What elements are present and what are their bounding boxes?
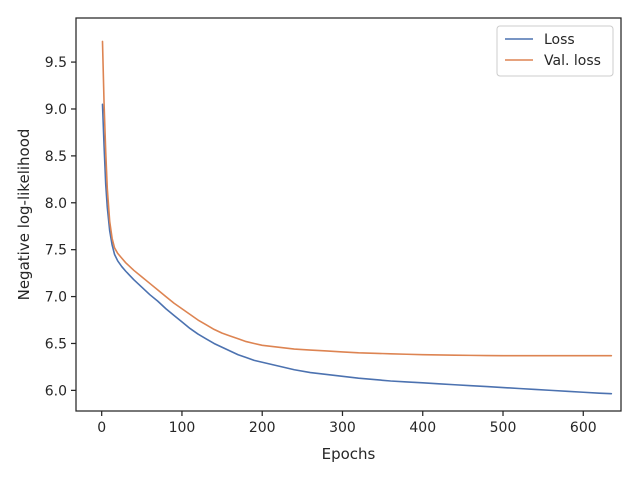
x-tick-label: 100 [169, 420, 196, 436]
series-line-val-loss [101, 40, 613, 357]
x-tick-label: 200 [249, 420, 276, 436]
y-tick-label: 8.5 [45, 149, 67, 165]
y-tick-label: 6.0 [45, 383, 67, 399]
y-tick-label: 8.0 [45, 196, 67, 212]
plot-frame [75, 17, 622, 412]
y-axis: 6.0 6.5 7.0 7.5 8.0 8.5 9.0 9.5 [45, 55, 76, 399]
x-tick-label: 0 [97, 420, 106, 436]
series-layer [101, 40, 613, 395]
x-tick-label: 400 [409, 420, 436, 436]
legend: Loss Val. loss [496, 25, 614, 77]
series-line-loss [101, 103, 613, 395]
y-tick-label: 9.5 [45, 55, 67, 71]
x-axis: 0 100 200 300 400 500 600 [97, 411, 597, 436]
y-tick-label: 7.5 [45, 243, 67, 259]
legend-label: Val. loss [544, 53, 601, 69]
x-tick-label: 500 [490, 420, 517, 436]
y-tick-label: 7.0 [45, 290, 67, 306]
x-tick-label: 300 [329, 420, 356, 436]
x-axis-label: Epochs [322, 445, 376, 463]
y-tick-label: 9.0 [45, 102, 67, 118]
y-tick-label: 6.5 [45, 336, 67, 352]
legend-label: Loss [544, 32, 575, 48]
x-tick-label: 600 [570, 420, 597, 436]
y-axis-label: Negative log-likelihood [15, 129, 33, 301]
